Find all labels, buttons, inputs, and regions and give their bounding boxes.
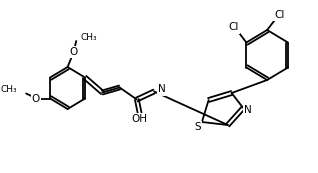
Text: N: N bbox=[158, 84, 166, 94]
Text: Cl: Cl bbox=[229, 22, 239, 33]
Text: CH₃: CH₃ bbox=[1, 85, 17, 94]
Text: Cl: Cl bbox=[274, 10, 285, 20]
Text: N: N bbox=[244, 105, 252, 115]
Text: S: S bbox=[195, 122, 201, 132]
Text: OH: OH bbox=[132, 115, 148, 125]
Text: CH₃: CH₃ bbox=[80, 34, 97, 43]
Text: O: O bbox=[31, 93, 40, 103]
Text: O: O bbox=[69, 47, 78, 57]
